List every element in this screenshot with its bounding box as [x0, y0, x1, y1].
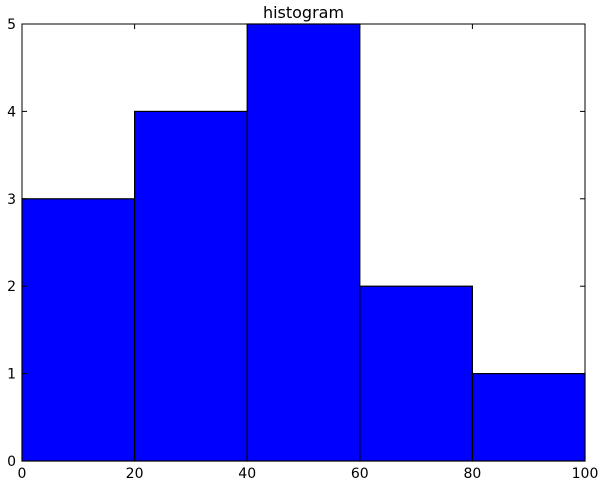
histogram-bar: [359, 285, 473, 462]
x-tick-label: 100: [572, 466, 599, 482]
x-tick-label: 20: [126, 466, 144, 482]
x-tick-label: 80: [463, 466, 481, 482]
x-tick-label: 60: [351, 466, 369, 482]
histogram-bar: [471, 373, 586, 462]
chart-title: histogram: [263, 3, 344, 22]
y-tick-label: 3: [7, 192, 16, 208]
histogram-bar: [246, 23, 361, 462]
y-tick-label: 5: [7, 17, 16, 33]
y-tick-label: 2: [7, 279, 16, 295]
histogram-bar: [21, 198, 136, 462]
x-tick-label: 0: [18, 466, 27, 482]
plot-frame: [21, 23, 586, 462]
x-tick-label: 40: [238, 466, 256, 482]
histogram-bar: [134, 110, 248, 462]
y-tick-label: 1: [7, 367, 16, 383]
y-tick-label: 0: [7, 454, 16, 470]
y-tick-label: 4: [7, 104, 16, 120]
